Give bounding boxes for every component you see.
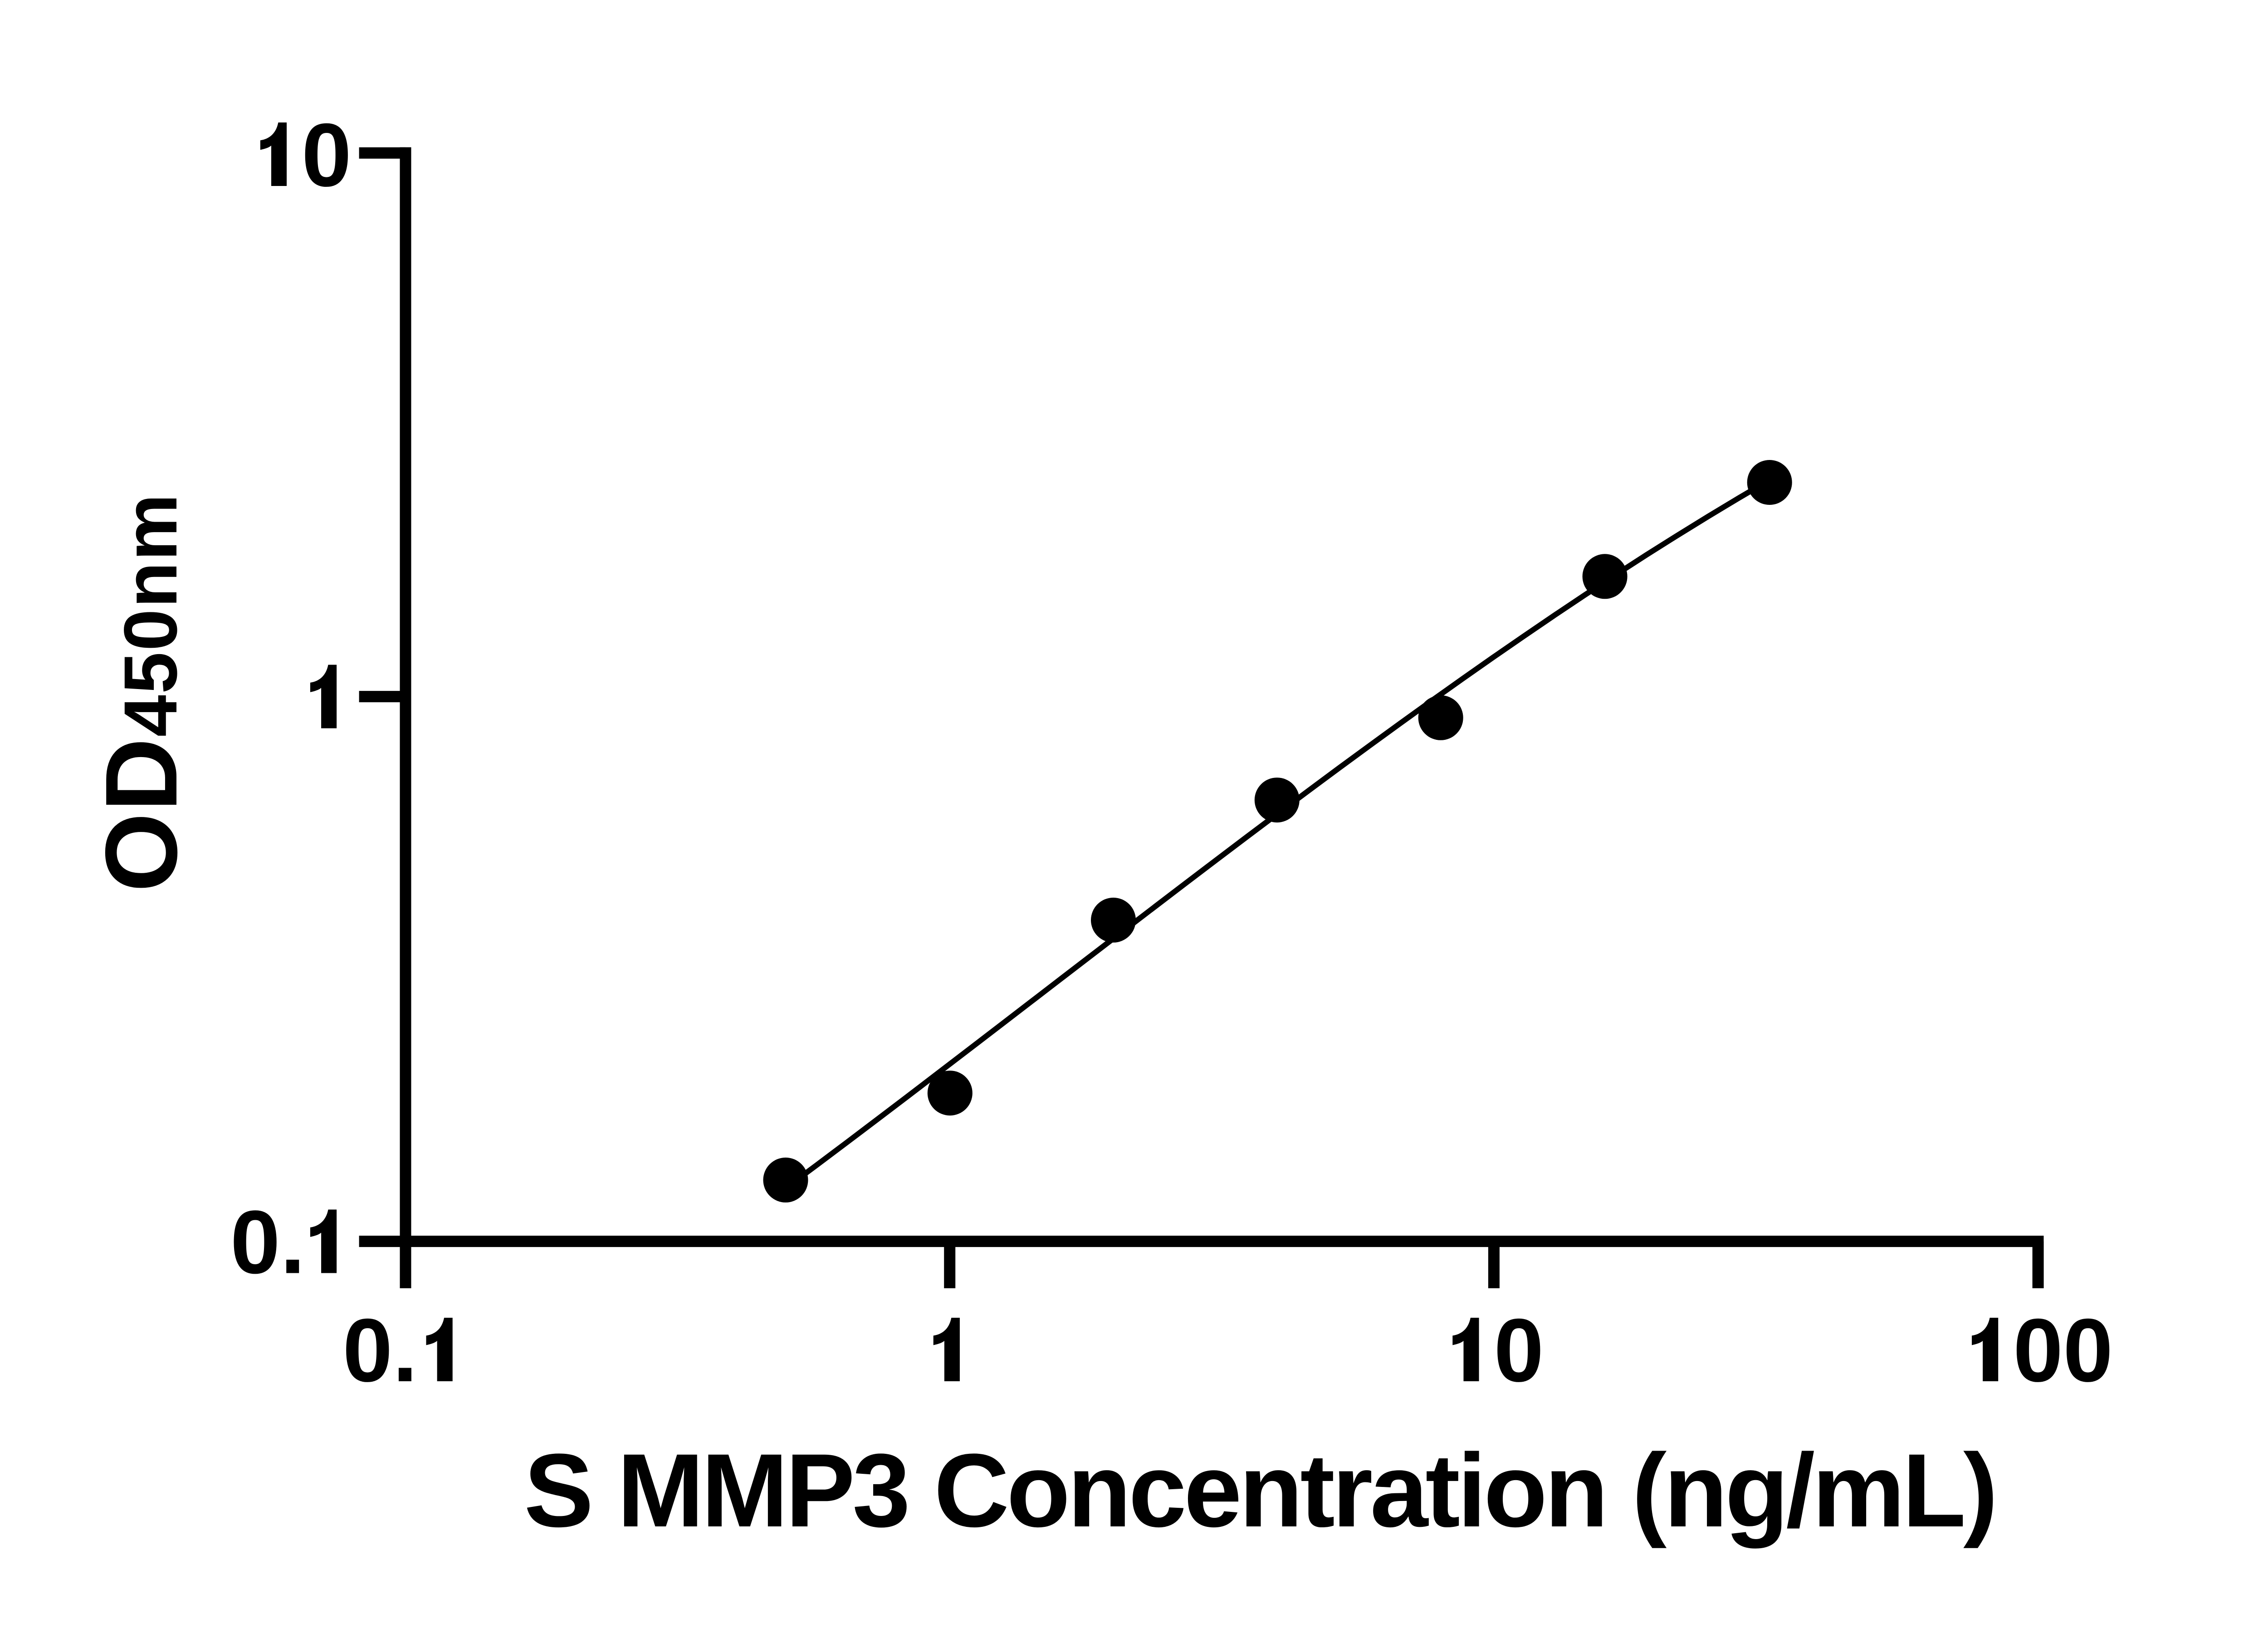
svg-text:0.: 0. [342,1300,417,1400]
svg-text:0: 0 [302,105,352,205]
svg-text:OD450nm: OD450nm [84,493,198,892]
svg-text:00: 00 [2013,1300,2113,1400]
svg-text:S MMP3 Concentration (ng/mL): S MMP3 Concentration (ng/mL) [524,1432,1995,1549]
svg-text:0.: 0. [230,1192,305,1292]
svg-text:0: 0 [1494,1300,1544,1400]
